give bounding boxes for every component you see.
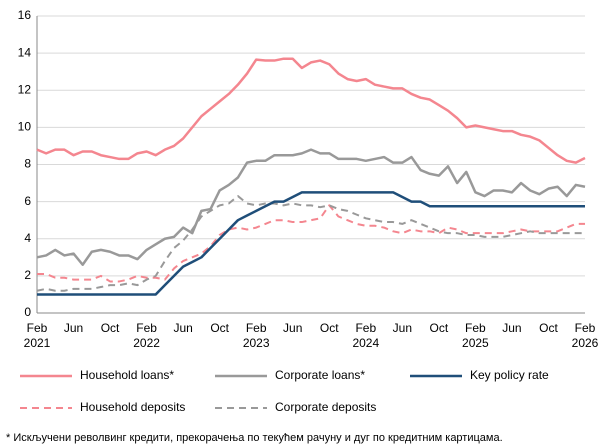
footnote: * Искључени револвинг кредити, прекораче…	[6, 432, 503, 444]
x-tick-label: Jun	[63, 321, 84, 335]
y-tick-label: 10	[18, 120, 32, 134]
x-tick-label: Oct	[210, 321, 229, 335]
x-tick-label: Jun	[283, 321, 303, 335]
x-tick-label: Jun	[502, 321, 522, 335]
legend-label: Household deposits	[80, 400, 185, 414]
y-tick-label: 0	[24, 305, 31, 319]
x-tick-label: Jun	[392, 321, 412, 335]
x-tick-label: Feb 2022	[133, 321, 160, 350]
y-tick-label: 14	[18, 45, 32, 59]
series-line	[37, 204, 585, 283]
y-tick-label: 16	[18, 8, 32, 22]
x-tick-label: Oct	[429, 321, 449, 335]
y-tick-label: 8	[24, 157, 31, 171]
x-tick-label: Feb 2024	[352, 321, 380, 350]
series-line	[36, 195, 585, 292]
x-tick-label: Jun	[173, 321, 193, 335]
y-tick-label: 2	[24, 268, 31, 282]
y-tick-label: 6	[24, 194, 31, 208]
x-tick-label: Feb 2021	[23, 321, 51, 350]
legend-label: Key policy rate	[470, 368, 549, 382]
x-tick-label: Feb 2026	[571, 321, 599, 350]
x-tick-label: Oct	[100, 321, 120, 335]
x-tick-label: Feb 2025	[462, 321, 489, 350]
x-tick-label: Oct	[319, 321, 339, 335]
x-tick-label: Feb 2023	[242, 321, 270, 350]
y-tick-label: 4	[24, 231, 31, 245]
series-line	[36, 57, 586, 164]
legend-label: Household loans*	[80, 368, 174, 382]
x-tick-label: Oct	[539, 321, 558, 335]
series-line	[36, 148, 586, 266]
series-line	[37, 191, 585, 296]
y-tick-label: 12	[18, 82, 32, 96]
legend-label: Corporate deposits	[275, 400, 376, 414]
legend-label: Corporate loans*	[275, 368, 365, 382]
